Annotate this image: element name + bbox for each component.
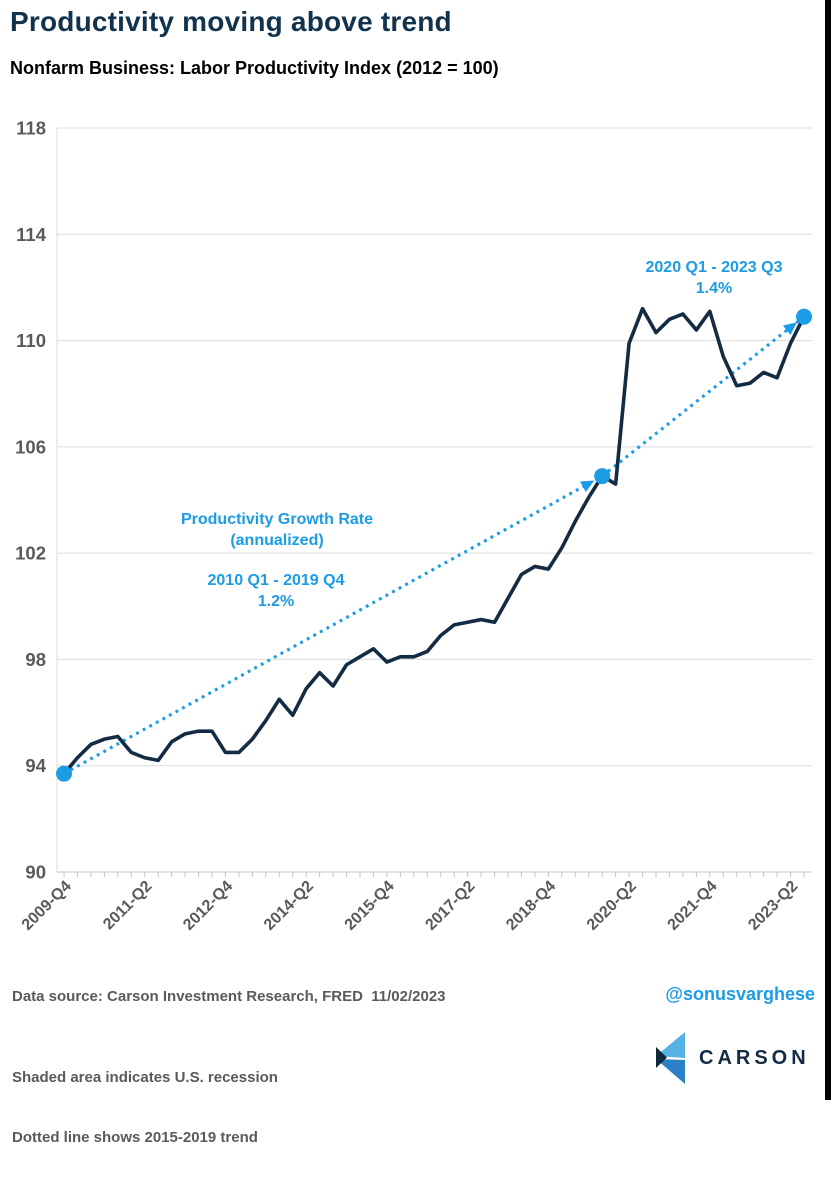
note-recession: Shaded area indicates U.S. recession [12,1069,278,1086]
page-title: Productivity moving above trend [10,6,452,37]
svg-text:(annualized): (annualized) [230,532,323,549]
chart-annotations: Productivity Growth Rate (annualized) 2010… [181,259,783,610]
footnotes: Shaded area indicates U.S. recession Dot… [12,1028,278,1188]
svg-text:98: 98 [25,649,46,670]
carson-logo-icon [656,1032,685,1084]
trend-endpoint-markers [56,308,812,782]
trend-dotted-lines [63,315,805,776]
productivity-line-chart: 90 94 98 102 106 110 114 118 2009-Q4 2011-Q2 2012-… [15,118,812,934]
svg-text:1.2%: 1.2% [258,593,294,610]
svg-text:2015-Q4: 2015-Q4 [342,878,398,934]
productivity-series-line [62,306,806,776]
twitter-handle: @sonusvarghese [665,984,815,1004]
svg-text:102: 102 [15,543,46,564]
y-axis-labels: 90 94 98 102 106 110 114 118 [15,118,47,883]
x-axis-ticks [63,872,805,877]
page-subtitle: Nonfarm Business: Labor Productivity Ind… [10,58,499,78]
svg-text:2017-Q2: 2017-Q2 [422,878,478,934]
svg-text:2010 Q1 - 2019 Q4: 2010 Q1 - 2019 Q4 [208,572,345,589]
svg-text:2020 Q1 - 2023 Q3: 2020 Q1 - 2023 Q3 [646,259,783,276]
svg-text:114: 114 [16,224,47,245]
svg-text:2020-Q2: 2020-Q2 [584,878,640,934]
svg-text:2011-Q2: 2011-Q2 [100,878,155,933]
svg-text:2021-Q4: 2021-Q4 [665,878,721,934]
svg-text:106: 106 [15,436,46,457]
svg-text:118: 118 [16,118,46,139]
x-axis-labels: 2009-Q4 2011-Q2 2012-Q4 2014-Q2 2015-Q4 2017-… [19,878,802,934]
svg-text:2012-Q4: 2012-Q4 [180,878,236,934]
note-trend: Dotted line shows 2015-2019 trend [12,1129,258,1146]
data-source-text: Data source: Carson Investment Research,… [12,988,446,1005]
svg-text:2018-Q4: 2018-Q4 [503,878,559,934]
svg-text:110: 110 [16,330,46,351]
gridlines [57,127,812,873]
carson-logo: CARSON [656,1031,810,1085]
svg-text:1.4%: 1.4% [696,280,732,297]
svg-text:2023-Q2: 2023-Q2 [745,878,801,934]
svg-text:94: 94 [25,755,46,776]
svg-text:2009-Q4: 2009-Q4 [19,878,75,934]
svg-text:2014-Q2: 2014-Q2 [261,878,317,934]
svg-text:Productivity Growth Rate: Productivity Growth Rate [181,511,373,528]
right-edge-bar [825,0,831,1100]
svg-text:90: 90 [25,862,46,883]
carson-logo-text: CARSON [699,1046,810,1069]
